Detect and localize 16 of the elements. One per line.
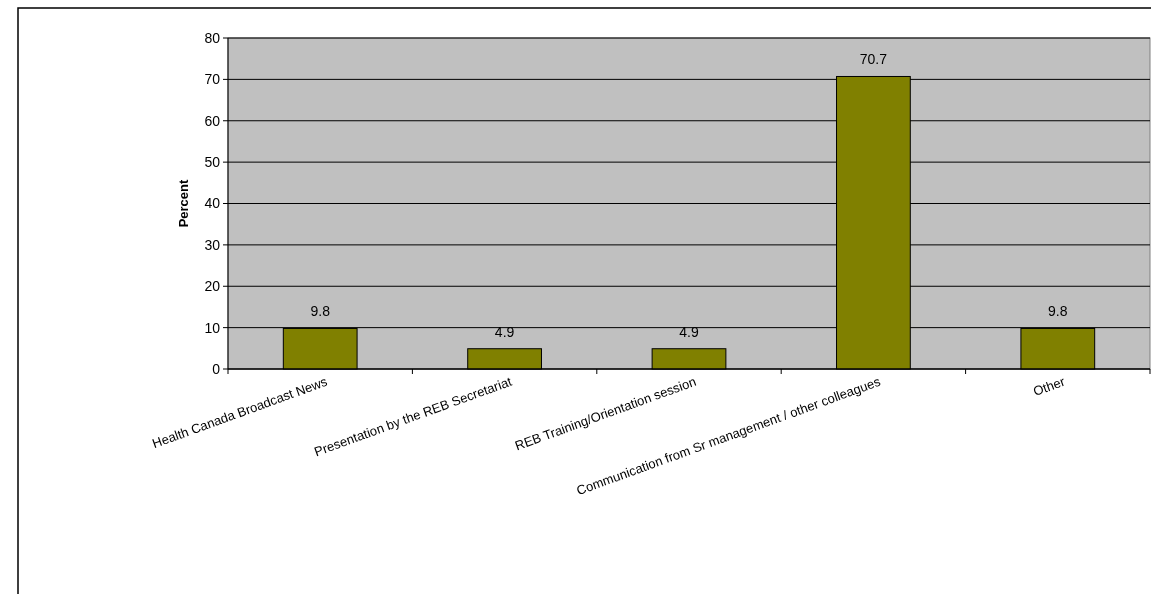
y-tick-label: 10 <box>204 319 221 336</box>
x-tick-label: Other <box>1031 373 1068 399</box>
y-tick-label: 70 <box>204 71 221 88</box>
y-tick-label: 30 <box>204 236 221 253</box>
data-label: 4.9 <box>494 323 515 340</box>
data-label: 70.7 <box>859 51 888 68</box>
y-tick-label: 0 <box>212 360 221 377</box>
y-axis-title: Percent <box>176 178 191 228</box>
y-tick-label: 80 <box>204 29 221 46</box>
data-label: 9.8 <box>310 303 331 320</box>
data-label: 4.9 <box>679 323 699 340</box>
y-tick-label: 50 <box>204 154 221 171</box>
y-tick-label: 40 <box>204 195 221 212</box>
y-tick-label: 20 <box>204 278 221 295</box>
data-label: 9.8 <box>1048 303 1068 320</box>
y-tick-label: 60 <box>204 112 221 129</box>
